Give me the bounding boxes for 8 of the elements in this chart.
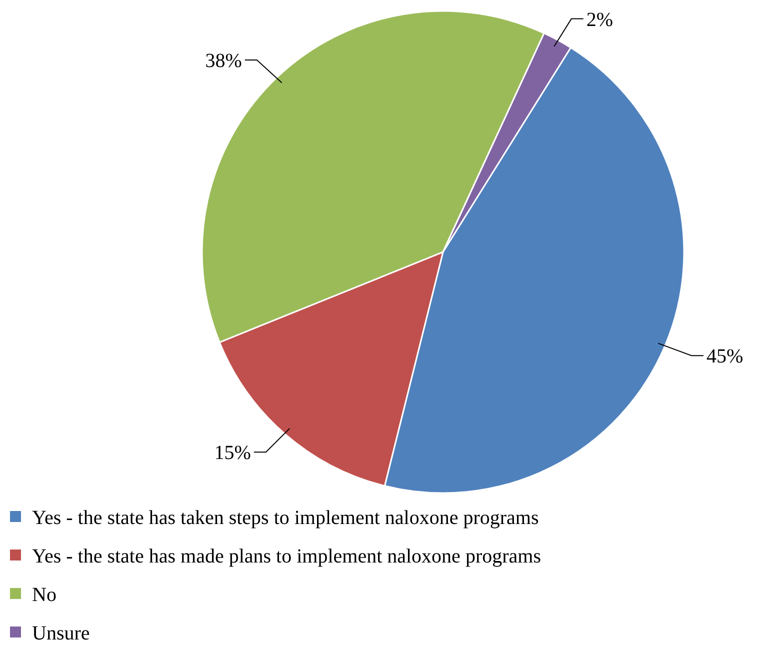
data-label: 38% [205, 50, 242, 72]
legend-label: Yes - the state has made plans to implement naloxone programs [32, 546, 542, 568]
legend-label: Yes - the state has taken steps to implement naloxone programs [32, 507, 539, 529]
legend-label: Unsure [32, 622, 90, 644]
data-label: 45% [706, 346, 744, 368]
data-label: 15% [214, 442, 251, 464]
data-label: 2% [586, 8, 614, 31]
legend-label: No [32, 584, 56, 606]
